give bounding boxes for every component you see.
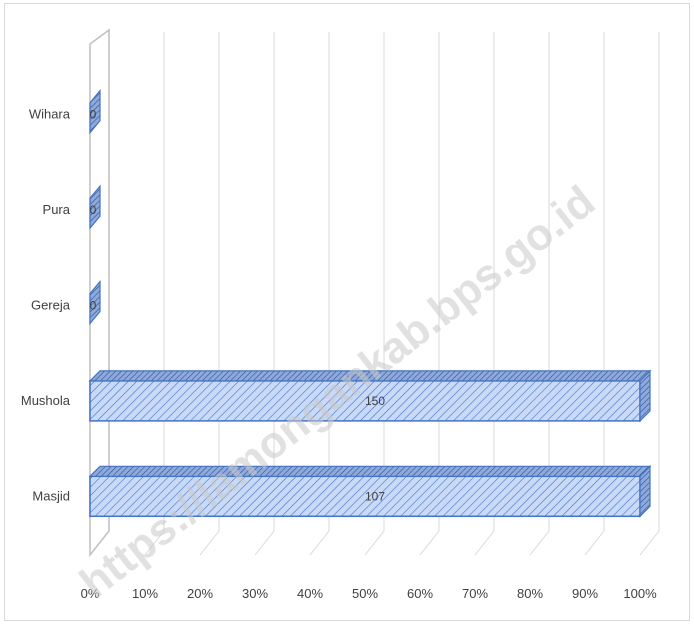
x-tick-label: 50% (352, 586, 378, 601)
data-label: 107 (365, 489, 385, 503)
x-tick-label: 70% (462, 586, 488, 601)
x-tick-label: 0% (81, 586, 100, 601)
bars (88, 89, 652, 518)
data-label: 0 (90, 299, 97, 313)
x-tick-label: 20% (187, 586, 213, 601)
floor-gridline (584, 530, 605, 556)
x-tick-label: 60% (407, 586, 433, 601)
floor-gridline (199, 530, 220, 556)
bar-top-masjid (88, 465, 652, 477)
floor-gridline (364, 530, 385, 556)
x-tick-label: 90% (572, 586, 598, 601)
labels: 0% 10% 20% 30% 40% 50% 60% 70% 80% 90% 100% 107 Masj… (21, 107, 657, 601)
floor-gridline (474, 530, 495, 556)
x-tick-label: 100% (623, 586, 657, 601)
category-label: Mushola (21, 393, 71, 408)
data-label: 150 (365, 394, 385, 408)
category-label: Gereja (31, 298, 71, 313)
floor-gridline (309, 530, 330, 556)
chart-frame (4, 3, 690, 621)
floor-gridline (529, 530, 550, 556)
gridlines (144, 32, 660, 556)
data-label: 0 (90, 203, 97, 217)
bar-pura (89, 184, 101, 230)
bar-gereja (89, 279, 101, 326)
x-tick-label: 30% (242, 586, 268, 601)
floor-gridline (419, 530, 440, 556)
category-label: Pura (43, 202, 71, 217)
bar-side-mushola (639, 369, 651, 423)
bar-wihara (89, 89, 101, 135)
category-label: Wihara (29, 107, 71, 122)
category-label: Masjid (32, 488, 70, 503)
floor-gridline (639, 530, 660, 556)
x-tick-label: 10% (132, 586, 158, 601)
data-label: 0 (90, 108, 97, 122)
floor-gridline (254, 530, 275, 556)
bar-side-masjid (639, 464, 651, 518)
x-tick-label: 40% (297, 586, 323, 601)
floor-gridline (144, 530, 165, 556)
x-tick-label: 80% (517, 586, 543, 601)
